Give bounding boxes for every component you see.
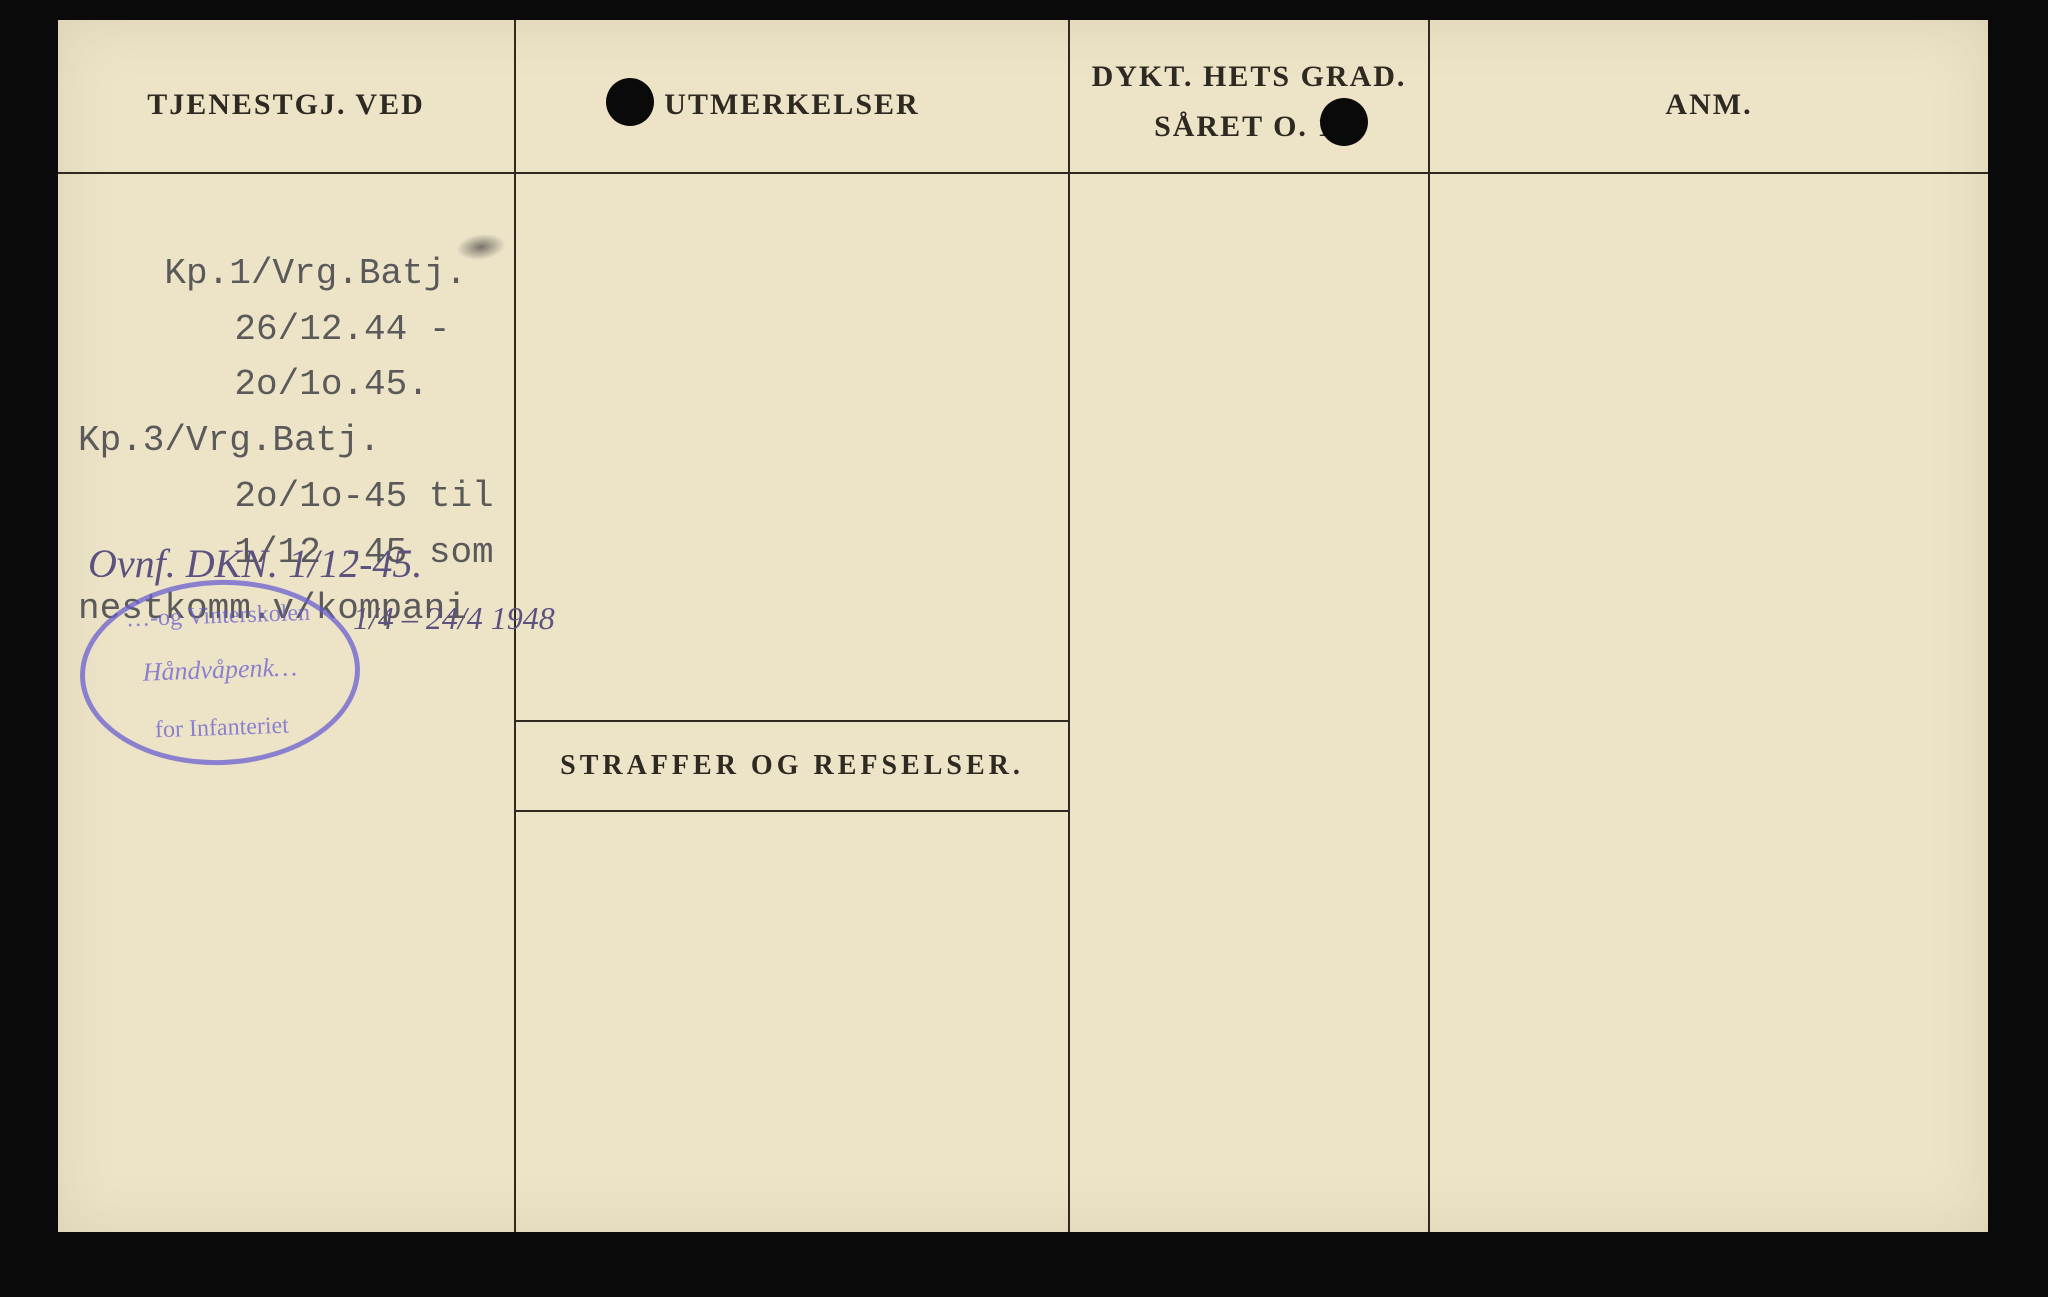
header-dykt-hets-grad: DYKT. HETS GRAD. <box>1070 60 1428 94</box>
record-card: TJENESTGJ. VED UTMERKELSER DYKT. HETS GR… <box>58 20 1988 1232</box>
punch-hole-icon <box>606 78 654 126</box>
subsection-rule-top <box>516 720 1068 722</box>
handwritten-note-1: Ovnf. DKN. 1/12-45. <box>88 540 422 587</box>
typed-line: 2o/1o-45 til <box>78 469 514 525</box>
typed-line: 2o/1o.45. <box>78 357 514 413</box>
header-utmerkelser: UTMERKELSER <box>516 88 1068 122</box>
handwritten-note-2: 1/4 – 24/4 1948 <box>353 600 555 637</box>
typed-line: Kp.1/Vrg.Batj. <box>164 253 466 294</box>
punch-hole-icon <box>1320 98 1368 146</box>
subsection-rule-bottom <box>516 810 1068 812</box>
header-rule-col2 <box>516 172 1068 174</box>
header-saret: SÅRET O. 1. <box>1070 110 1428 144</box>
typed-line: Kp.3/Vrg.Batj. <box>78 420 380 461</box>
header-straffer-og-refselser: STRAFFER OG REFSELSER. <box>516 750 1068 782</box>
header-tjenestgj-ved: TJENESTGJ. VED <box>58 88 514 122</box>
column-divider-3 <box>1428 20 1430 1232</box>
stamp-text-bottom: for Infanteriet <box>87 710 358 746</box>
header-anm: ANM. <box>1430 88 1988 122</box>
header-rule-col4 <box>1430 172 1988 174</box>
typed-line: 26/12.44 - <box>78 302 514 358</box>
header-rule-col3 <box>1070 172 1428 174</box>
header-rule-col1 <box>58 172 514 174</box>
stamp-text-middle: Håndvåpenk… <box>84 650 355 689</box>
column-divider-2 <box>1068 20 1070 1232</box>
